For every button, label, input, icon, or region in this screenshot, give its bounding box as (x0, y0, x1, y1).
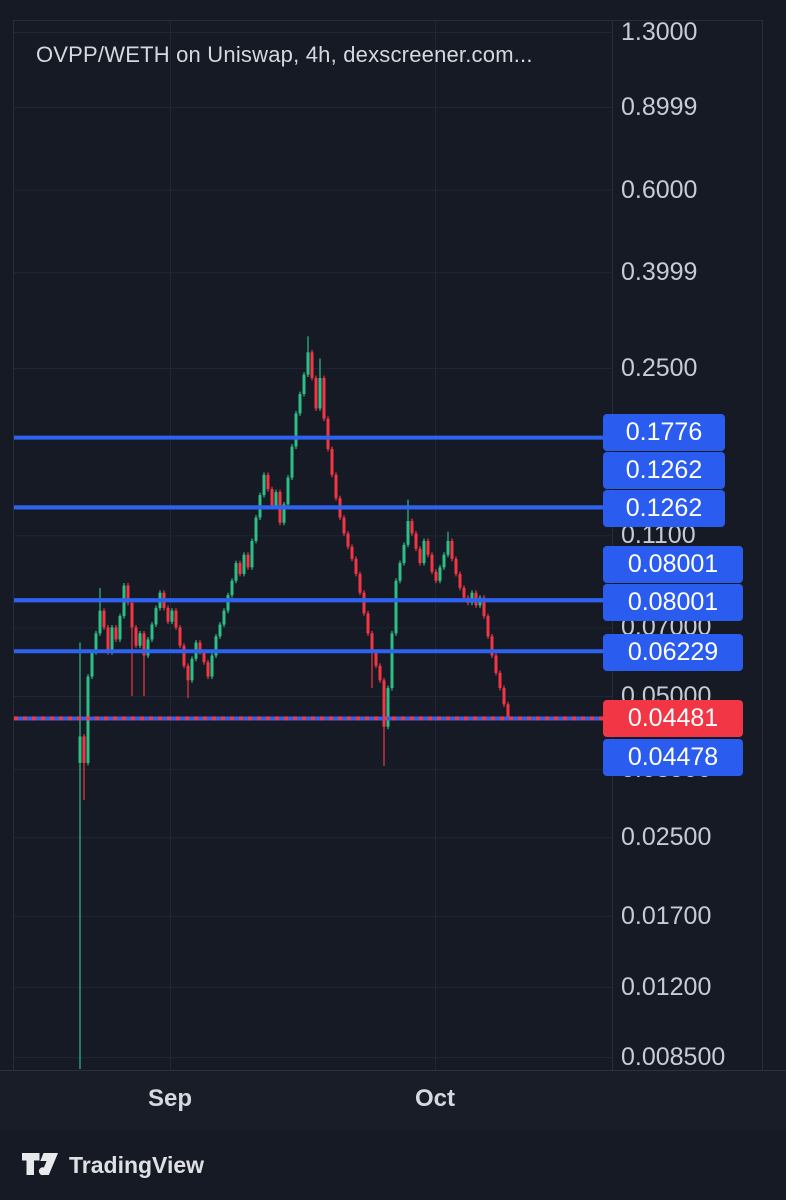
y-axis-tick-label: 0.008500 (621, 1043, 726, 1072)
price-line-label: 0.06229 (603, 633, 743, 671)
price-line-label: 0.04478 (603, 738, 743, 776)
x-axis-month-label: Oct (414, 1085, 456, 1112)
y-axis-tick-label: 0.3999 (621, 258, 698, 287)
current-price-label: 0.04481 (603, 699, 743, 737)
y-axis-tick-label: 0.2500 (621, 354, 698, 382)
grid (0, 20, 786, 1071)
price-line-label: 0.08001 (603, 545, 743, 583)
time-axis[interactable]: Sep Oct (0, 1071, 786, 1130)
chart-title: OVPP/WETH on Uniswap, 4h, dexscreener.co… (36, 42, 533, 67)
y-axis-tick-label: 0.02500 (621, 823, 712, 852)
price-lines (14, 435, 612, 721)
tradingview-attribution: TradingView (0, 1130, 786, 1200)
y-axis-tick-label: 0.01700 (621, 901, 712, 930)
y-axis-tick-label: 0.8999 (621, 92, 698, 121)
price-line-label: 0.1776 (603, 413, 725, 451)
candlestick-chart-canvas[interactable] (0, 0, 786, 1071)
price-line-label: 0.1262 (603, 451, 725, 489)
x-axis-month-label: Sep (147, 1085, 193, 1112)
price-line-label: 0.08001 (603, 583, 743, 621)
tradingview-brand-text[interactable]: TradingView (69, 1151, 205, 1178)
tradingview-logo-icon[interactable] (21, 1150, 59, 1180)
candlestick-series (78, 336, 510, 1069)
price-line-label: 0.1262 (603, 489, 725, 527)
y-axis-tick-label: 0.6000 (621, 175, 698, 204)
y-axis-tick-label: 0.01200 (621, 972, 712, 1001)
y-axis-tick-label: 1.3000 (621, 18, 698, 46)
